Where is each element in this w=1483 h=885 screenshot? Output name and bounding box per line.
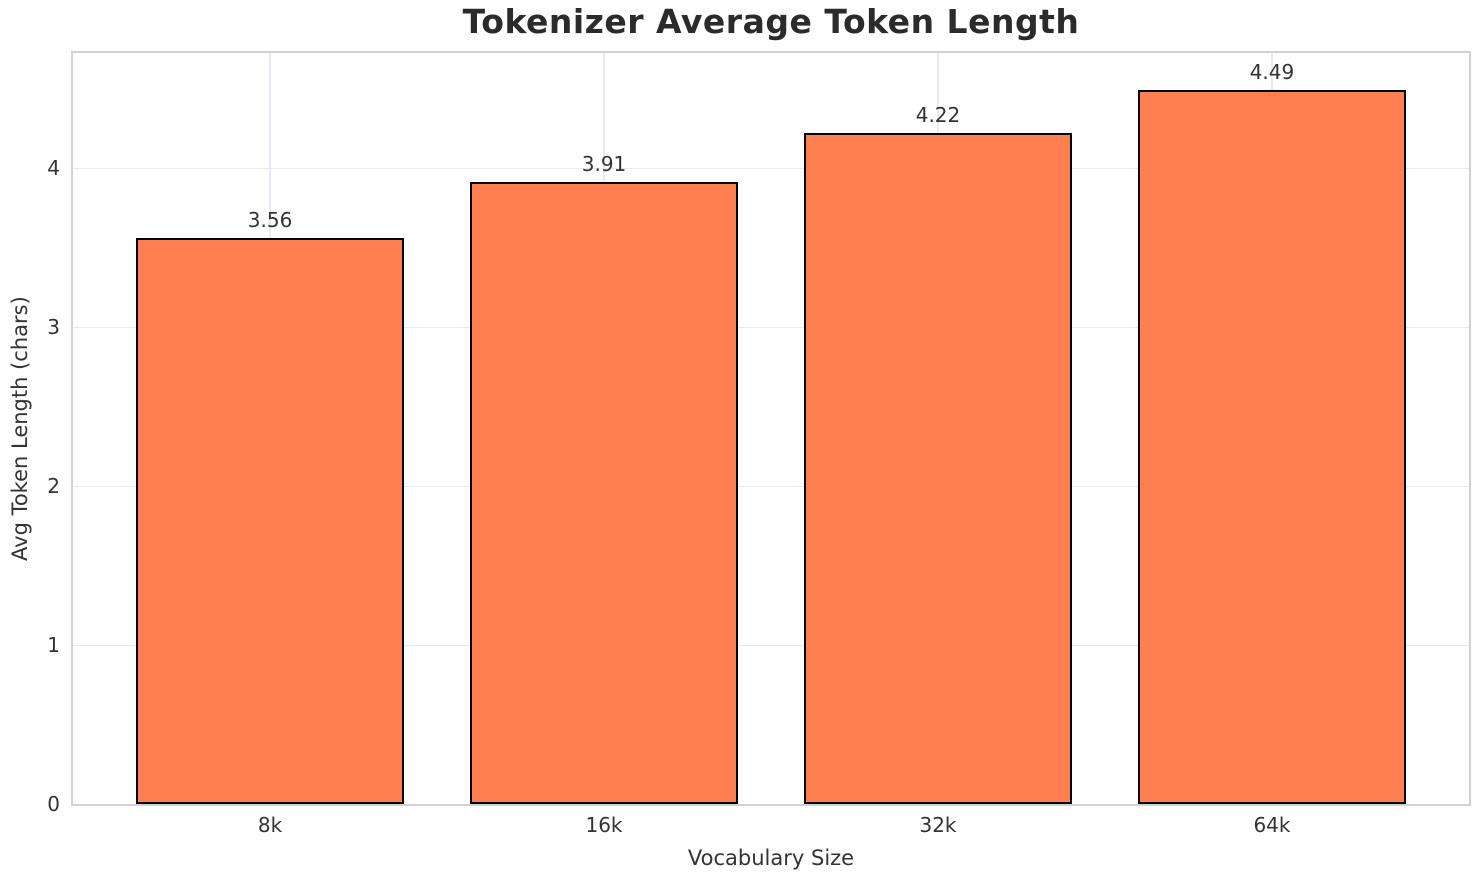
y-tick-label: 1: [47, 632, 60, 657]
y-tick-label: 2: [47, 473, 60, 498]
x-tick-label: 32k: [919, 813, 957, 837]
y-tick-label: 0: [47, 792, 60, 816]
x-tick-label: 64k: [1253, 813, 1291, 837]
gridline-h: [73, 326, 1469, 329]
bar-16k: [470, 181, 738, 804]
y-tick-labels: 0 1 2 3 4: [0, 53, 64, 816]
bar-8k: [136, 237, 404, 804]
y-tick-label: 4: [47, 155, 60, 180]
bar-value-label: 4.22: [915, 102, 961, 127]
plot-area: 3.56 3.91 4.22 4.49: [71, 51, 1471, 806]
y-tick-label: 3: [47, 314, 60, 339]
gridline-h: [73, 644, 1469, 647]
gridline-h: [73, 167, 1469, 170]
x-axis-label: Vocabulary Size: [687, 846, 855, 870]
bar-value-label: 3.56: [247, 207, 293, 232]
x-tick-labels: 8k 16k 32k 64k: [73, 813, 1469, 841]
chart-title: Tokenizer Average Token Length: [462, 2, 1080, 41]
x-tick-label: 16k: [585, 813, 623, 837]
bar-32k: [804, 132, 1072, 804]
bar-value-label: 3.91: [581, 151, 627, 176]
bar-64k: [1138, 89, 1406, 804]
bar-value-label: 4.49: [1249, 59, 1295, 84]
x-tick-label: 8k: [257, 813, 283, 837]
gridline-h: [73, 485, 1469, 488]
